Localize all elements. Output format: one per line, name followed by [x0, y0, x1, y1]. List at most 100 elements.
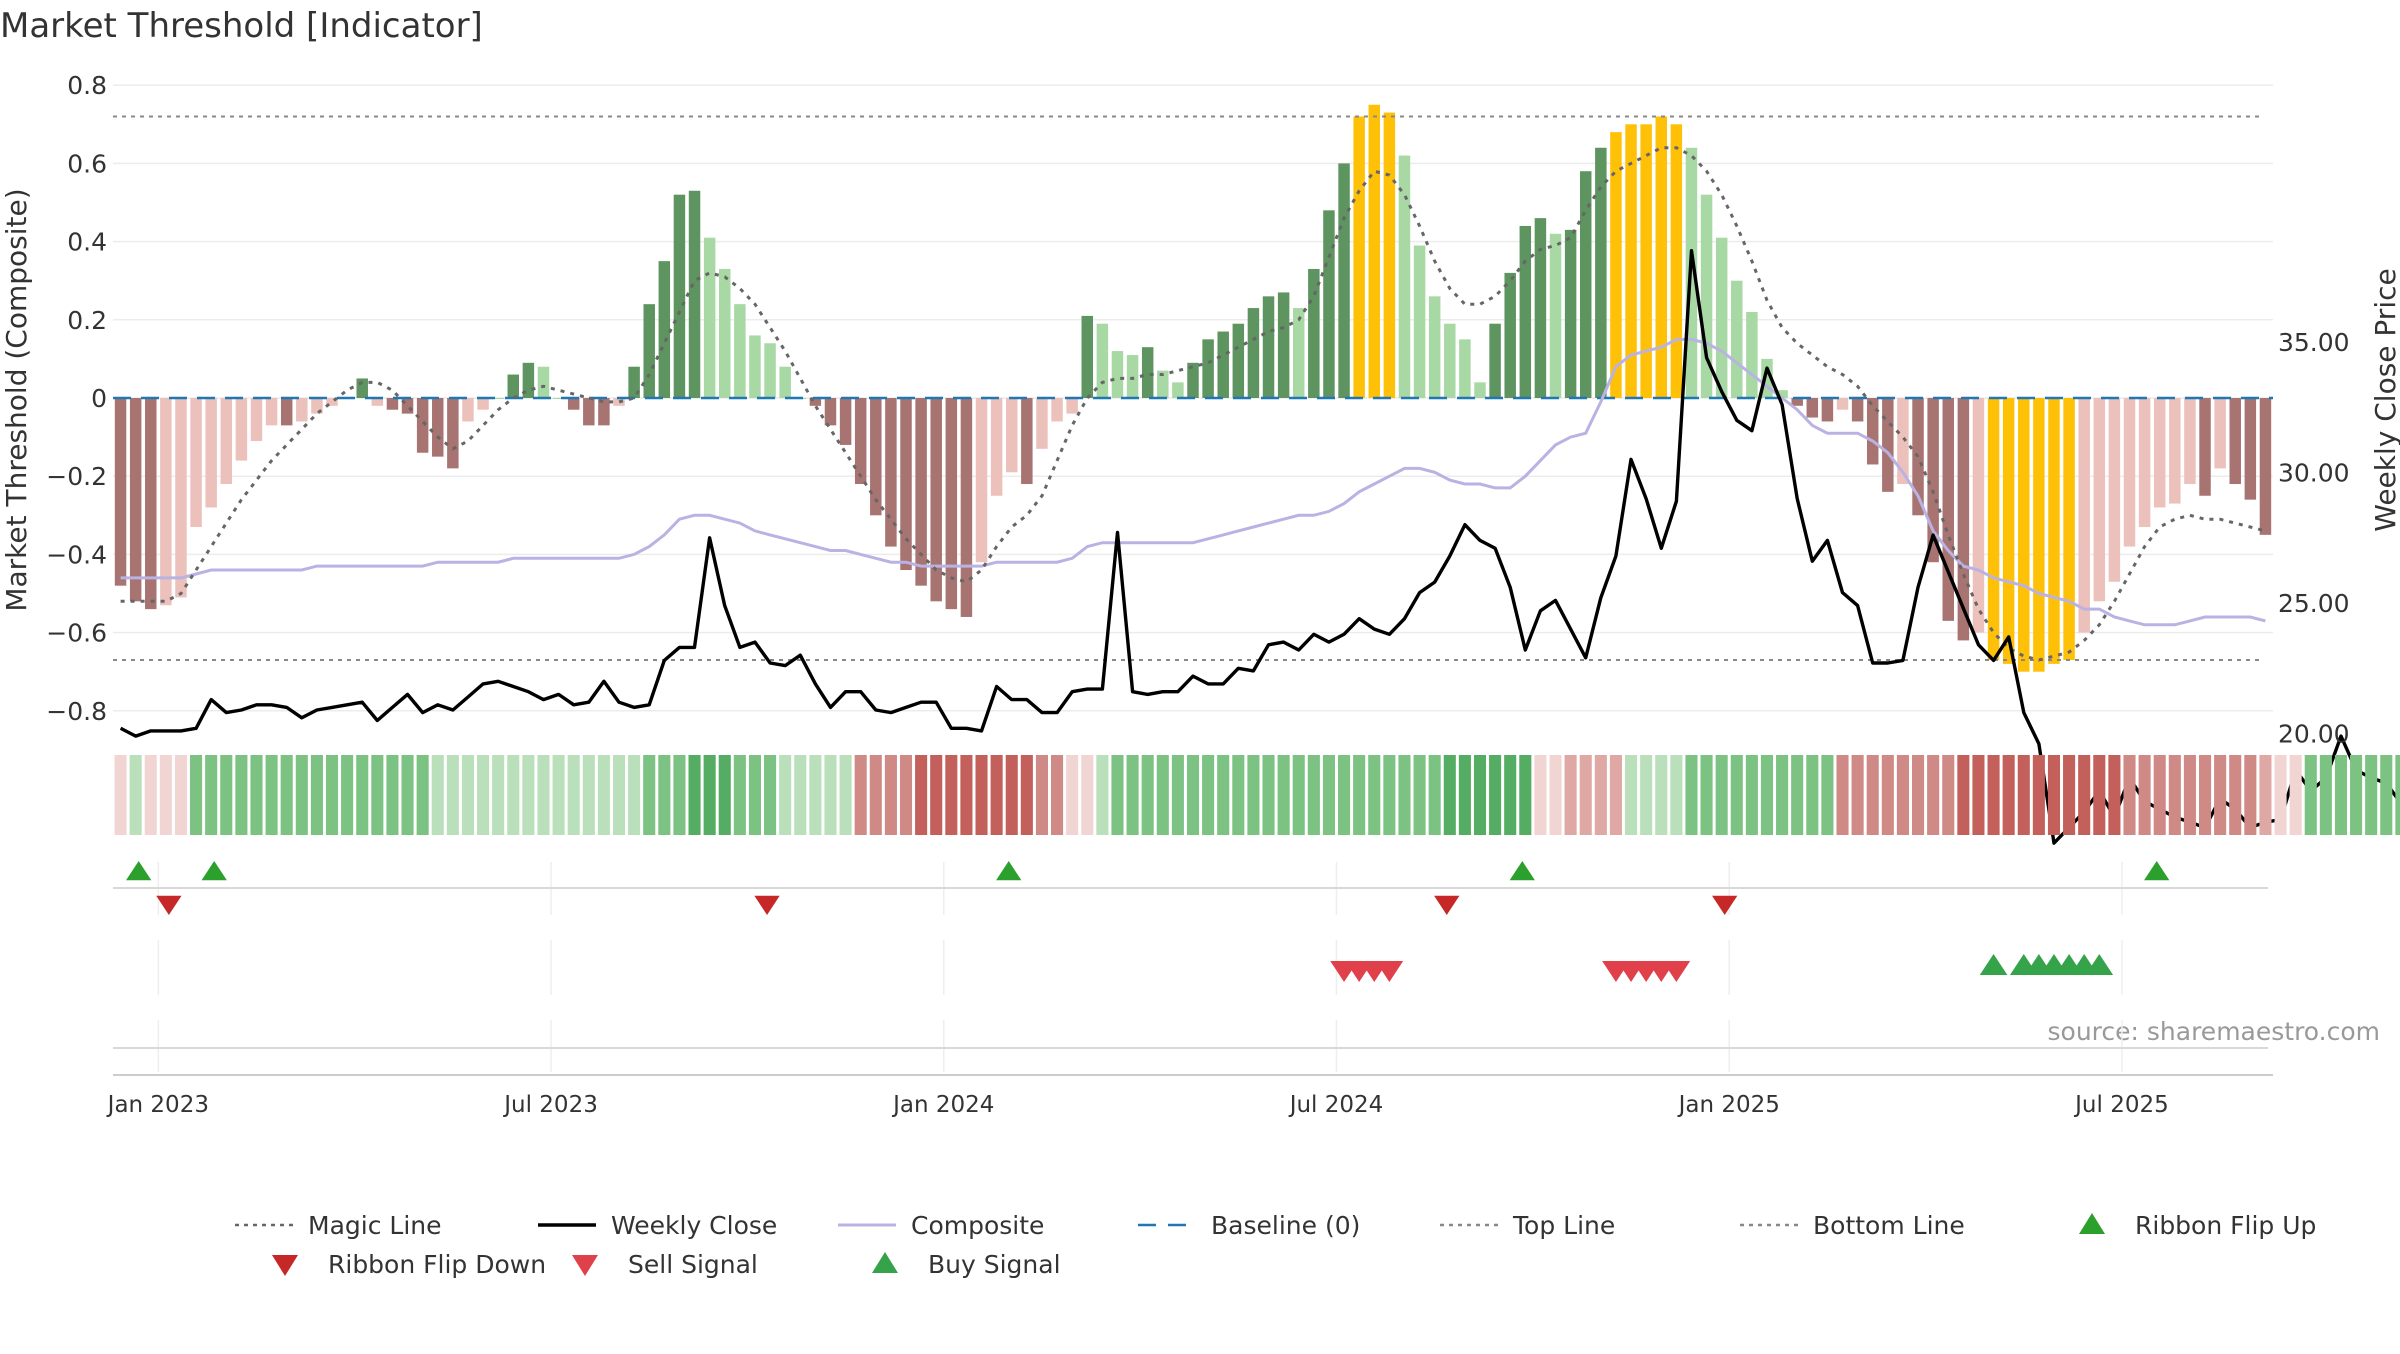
- ribbon-cell: [658, 755, 671, 835]
- composite-bar: [960, 398, 973, 617]
- ribbon-cell: [1489, 755, 1502, 835]
- composite-bar: [1096, 323, 1109, 398]
- ribbon-cell: [2047, 755, 2061, 835]
- composite-bar: [1323, 210, 1335, 398]
- ribbon-cell: [1776, 755, 1789, 835]
- composite-bar: [1791, 398, 1803, 406]
- composite-bar: [1187, 362, 1199, 398]
- composite-bar: [1428, 296, 1441, 398]
- ribbon-cell: [1896, 755, 1909, 835]
- ribbon-cell: [461, 755, 475, 835]
- ribbon-cell: [1806, 755, 1819, 835]
- ribbon-cell: [915, 755, 928, 835]
- composite-bar: [839, 398, 852, 445]
- composite-bar: [2153, 398, 2166, 508]
- composite-bar: [990, 398, 1003, 496]
- composite-bar: [1036, 398, 1048, 449]
- legend-label: Weekly Close: [611, 1211, 777, 1240]
- ribbon-cell: [582, 755, 595, 835]
- ribbon-cell: [1428, 755, 1441, 835]
- composite-bar: [1806, 398, 1819, 418]
- ribbon-cell: [869, 755, 882, 835]
- ribbon-cell: [839, 755, 852, 835]
- ribbon-cell: [1942, 755, 1955, 835]
- sell-signal-marker: [1375, 961, 1404, 982]
- composite-bar: [2048, 398, 2060, 664]
- composite-bar: [1353, 116, 1365, 398]
- composite-bar: [1700, 194, 1713, 398]
- composite-bar: [462, 398, 474, 422]
- x-tick-label: Jul 2024: [1288, 1092, 1384, 1118]
- ribbon-cell: [2108, 755, 2121, 835]
- composite-bar: [809, 398, 822, 406]
- ribbon-cell: [2063, 755, 2076, 835]
- composite-bar: [749, 335, 761, 398]
- composite-bar: [703, 237, 716, 398]
- ribbon-cell: [1473, 755, 1487, 835]
- composite-bar: [854, 398, 867, 485]
- composite-bar: [1761, 358, 1773, 398]
- composite-bar: [598, 398, 610, 426]
- ribbon-cell: [2259, 755, 2272, 835]
- weekly-close-line: [119, 249, 2400, 845]
- ribbon-cell: [2334, 755, 2348, 835]
- composite-bar: [1051, 398, 1063, 422]
- ribbon-cell: [1745, 755, 1758, 835]
- ribbon-cell: [1700, 755, 1713, 835]
- ribbon-cell: [794, 755, 807, 835]
- ribbon-cell: [2198, 755, 2212, 835]
- ribbon-cell: [688, 755, 701, 835]
- ribbon-flip-up-marker: [2144, 861, 2170, 881]
- composite-bar: [1413, 245, 1426, 398]
- ribbon-cell: [628, 755, 641, 835]
- composite-bar: [2169, 398, 2181, 504]
- legend-symbol: [572, 1255, 598, 1276]
- ribbon-cell: [2350, 755, 2363, 835]
- x-tick-label: Jul 2025: [2073, 1092, 2169, 1118]
- composite-bar: [779, 366, 791, 398]
- composite-bar: [220, 398, 233, 485]
- ribbon-cell: [2078, 755, 2091, 835]
- ribbon-cell: [733, 755, 746, 835]
- composite-bar: [1202, 339, 1214, 398]
- ribbon-cell: [280, 755, 293, 835]
- ribbon-cell: [1232, 755, 1245, 835]
- ribbon-cell: [1791, 755, 1804, 835]
- composite-bar: [1836, 398, 1849, 410]
- composite-bar: [1579, 171, 1592, 398]
- ribbon-cell: [507, 755, 520, 835]
- ribbon-cell: [703, 755, 716, 835]
- composite-bar: [401, 398, 414, 414]
- ribbon-cell: [401, 755, 414, 835]
- composite-bar: [673, 194, 686, 398]
- y-tick-label-right: 20.00: [2278, 720, 2350, 749]
- ribbon-cell: [2380, 755, 2393, 835]
- composite-bar: [1247, 308, 1260, 398]
- y-tick-label-left: 0.6: [67, 149, 107, 178]
- ribbon-cell: [1972, 755, 1985, 835]
- composite-bar: [628, 366, 640, 398]
- ribbon-cell: [1715, 755, 1728, 835]
- ribbon-cell: [1035, 755, 1048, 835]
- composite-bar: [492, 398, 504, 399]
- ribbon-cell: [1156, 755, 1169, 835]
- composite-bar: [2033, 398, 2045, 672]
- composite-bar: [1368, 104, 1380, 398]
- composite-bar: [1851, 398, 1864, 422]
- composite-bar: [1292, 308, 1305, 398]
- ribbon-cell: [325, 755, 339, 835]
- lines-layer: [113, 115, 2400, 845]
- ribbon-cell: [764, 755, 777, 835]
- ribbon-cell: [1625, 755, 1638, 835]
- y-tick-label-left: −0.2: [46, 462, 107, 491]
- y-tick-label-left: −0.4: [46, 540, 107, 569]
- composite-bar: [1776, 390, 1788, 398]
- composite-bar: [2123, 398, 2136, 547]
- ribbon-cell: [235, 755, 248, 835]
- ribbon-cell: [748, 755, 761, 835]
- ribbon-cell: [2168, 755, 2181, 835]
- composite-bar: [1746, 311, 1758, 398]
- legend-label: Sell Signal: [628, 1250, 758, 1279]
- composite-bar: [945, 398, 958, 610]
